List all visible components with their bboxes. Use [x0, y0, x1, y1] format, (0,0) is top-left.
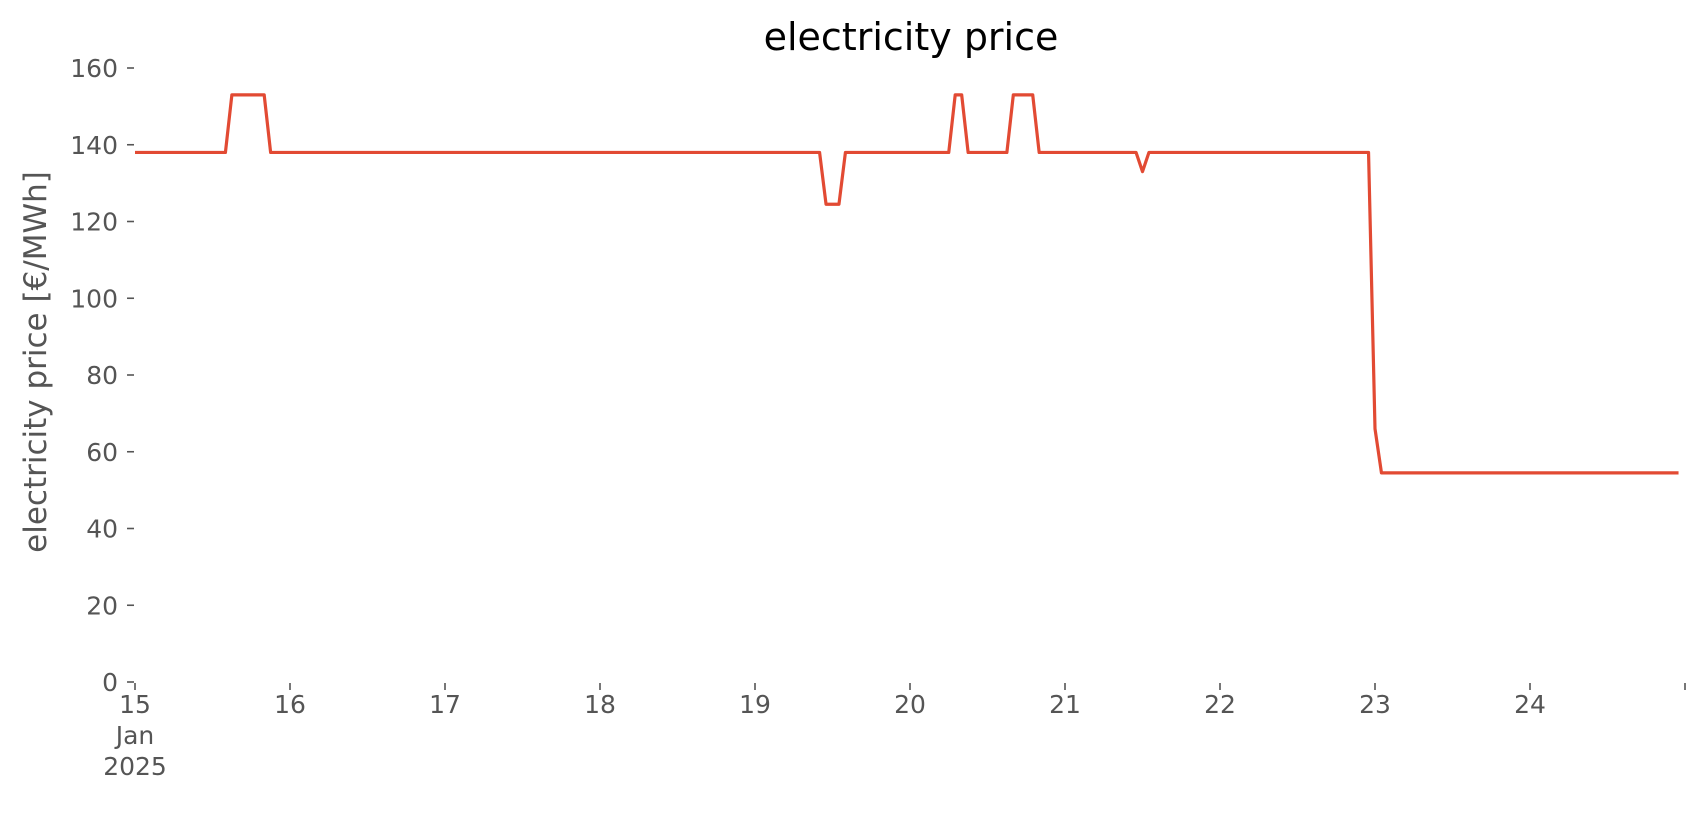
price-series-line: [135, 93, 1679, 475]
series-layer: [135, 93, 1679, 475]
x-tick-label: 23: [1359, 690, 1391, 719]
x-tick-label: 21: [1049, 690, 1081, 719]
y-tick-label: 120: [70, 208, 118, 237]
x-tick-label: 15: [119, 690, 151, 719]
y-tick-label: 100: [70, 284, 118, 313]
y-axis: 0 20 40 60 80 100 120 140 160: [70, 54, 134, 697]
x-tick-label: 19: [739, 690, 771, 719]
y-tick-label: 60: [86, 438, 118, 467]
y-tick-label: 40: [86, 515, 118, 544]
y-axis-label: electricity price [€/MWh]: [18, 171, 54, 553]
y-tick-label: 160: [70, 54, 118, 83]
y-tick-label: 80: [86, 361, 118, 390]
chart-title: electricity price: [764, 15, 1059, 59]
x-tick-label: 24: [1514, 690, 1546, 719]
x-tick-label: 2025: [103, 752, 167, 781]
x-tick-label: 22: [1204, 690, 1236, 719]
x-tick-label: Jan: [114, 721, 155, 750]
x-tick-label: 18: [584, 690, 616, 719]
y-tick-label: 20: [86, 591, 118, 620]
x-tick-label: 16: [274, 690, 306, 719]
y-tick-label: 0: [102, 668, 118, 697]
x-tick-label: 17: [429, 690, 461, 719]
x-tick-label: 20: [894, 690, 926, 719]
y-tick-label: 140: [70, 131, 118, 160]
